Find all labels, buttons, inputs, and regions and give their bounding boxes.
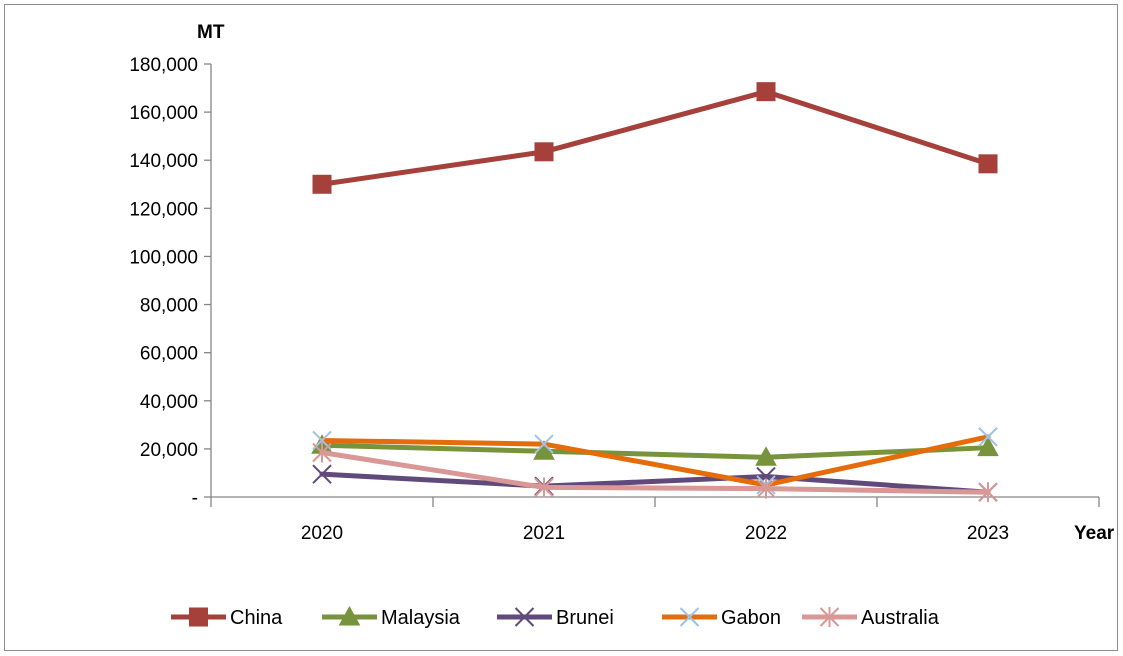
series-line — [319, 442, 991, 460]
data-point — [978, 154, 998, 174]
legend-marker — [819, 607, 840, 627]
y-tick-label: 60,000 — [140, 344, 198, 365]
legend-item-brunei: Brunei — [497, 607, 614, 629]
legend: China Malaysia Brunei Gabon Australia — [171, 605, 940, 629]
data-point — [977, 436, 999, 457]
data-point — [755, 446, 777, 466]
y-tick-labels: - 20,000 40,000 60,000 80,000 100,000 120,000 1… — [129, 55, 198, 509]
series-line — [319, 471, 991, 495]
legend-item-malaysia: Malaysia — [322, 605, 461, 629]
data-point — [312, 464, 332, 484]
series-line — [319, 434, 991, 488]
legend-label: Brunei — [556, 607, 614, 629]
y-tick-label: - — [192, 488, 198, 509]
series-australia — [312, 442, 998, 503]
legend-item-australia: Australia — [802, 607, 940, 629]
series-line — [319, 89, 991, 187]
y-tick-label: 160,000 — [129, 103, 198, 124]
axes — [204, 63, 1100, 507]
series-china — [312, 82, 998, 194]
y-tick-label: 20,000 — [140, 440, 198, 461]
legend-marker — [189, 607, 208, 627]
chart-frame — [4, 4, 1118, 651]
x-tick-labels: 2020 2021 2022 2023 — [301, 523, 1009, 544]
data-point — [312, 442, 332, 463]
series-lines — [311, 82, 999, 503]
x-axis-title: Year — [1074, 523, 1115, 544]
x-tick-label: 2020 — [301, 523, 343, 544]
data-point — [534, 142, 554, 162]
legend-label: China — [230, 607, 283, 629]
data-point — [978, 427, 998, 447]
legend-label: Malaysia — [381, 607, 461, 629]
series-line — [319, 449, 991, 495]
y-tick-label: 120,000 — [129, 199, 198, 220]
data-point — [534, 434, 554, 454]
series-brunei — [312, 464, 998, 502]
data-point — [312, 174, 332, 194]
y-tick-label: 80,000 — [140, 296, 198, 317]
x-tick-label: 2022 — [745, 523, 787, 544]
y-tick-label: 100,000 — [129, 247, 198, 268]
x-tick-label: 2023 — [967, 523, 1009, 544]
legend-item-gabon: Gabon — [662, 607, 781, 629]
data-point — [756, 478, 776, 499]
y-tick-label: 40,000 — [140, 392, 198, 413]
legend-item-china: China — [171, 607, 283, 629]
y-tick-label: 140,000 — [129, 151, 198, 172]
legend-marker — [514, 607, 535, 627]
legend-marker — [338, 605, 361, 626]
legend-label: Gabon — [721, 607, 781, 629]
x-tick-label: 2021 — [523, 523, 565, 544]
legend-marker — [679, 607, 700, 627]
y-tick-label: 180,000 — [129, 55, 198, 76]
data-point — [756, 82, 776, 102]
legend-label: Australia — [861, 607, 940, 629]
data-point — [534, 477, 554, 498]
y-axis-title: MT — [197, 22, 225, 43]
data-point — [978, 482, 998, 503]
